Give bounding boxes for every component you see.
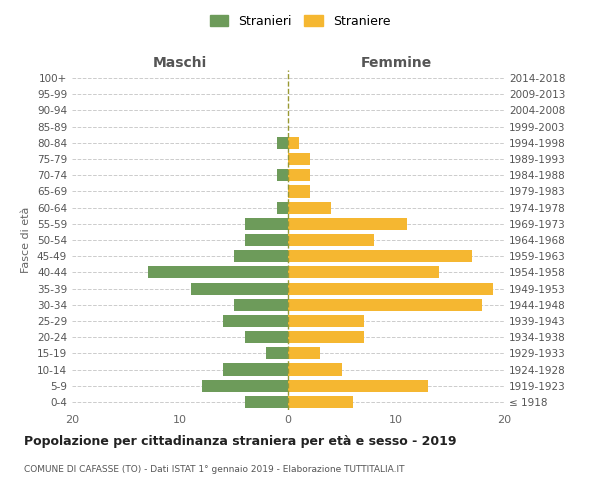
Bar xyxy=(288,202,331,213)
Bar xyxy=(191,282,288,294)
Bar xyxy=(288,331,364,343)
Bar xyxy=(223,315,288,327)
Bar xyxy=(288,298,482,311)
Bar xyxy=(288,396,353,408)
Text: Popolazione per cittadinanza straniera per età e sesso - 2019: Popolazione per cittadinanza straniera p… xyxy=(24,435,457,448)
Bar xyxy=(234,298,288,311)
Bar xyxy=(288,380,428,392)
Bar xyxy=(288,266,439,278)
Bar xyxy=(288,315,364,327)
Text: Maschi: Maschi xyxy=(153,56,207,70)
Bar xyxy=(288,364,342,376)
Bar xyxy=(277,169,288,181)
Bar xyxy=(202,380,288,392)
Text: Femmine: Femmine xyxy=(361,56,431,70)
Bar xyxy=(148,266,288,278)
Bar xyxy=(288,169,310,181)
Text: COMUNE DI CAFASSE (TO) - Dati ISTAT 1° gennaio 2019 - Elaborazione TUTTITALIA.IT: COMUNE DI CAFASSE (TO) - Dati ISTAT 1° g… xyxy=(24,465,404,474)
Bar xyxy=(288,234,374,246)
Bar xyxy=(288,348,320,360)
Bar xyxy=(245,396,288,408)
Bar xyxy=(223,364,288,376)
Bar xyxy=(288,186,310,198)
Legend: Stranieri, Straniere: Stranieri, Straniere xyxy=(206,11,394,32)
Bar xyxy=(234,250,288,262)
Bar xyxy=(245,218,288,230)
Bar xyxy=(245,331,288,343)
Bar xyxy=(288,153,310,165)
Bar xyxy=(288,282,493,294)
Bar xyxy=(288,218,407,230)
Bar xyxy=(277,202,288,213)
Bar xyxy=(288,250,472,262)
Bar xyxy=(277,137,288,149)
Bar xyxy=(266,348,288,360)
Y-axis label: Fasce di età: Fasce di età xyxy=(22,207,31,273)
Bar xyxy=(245,234,288,246)
Bar xyxy=(288,137,299,149)
